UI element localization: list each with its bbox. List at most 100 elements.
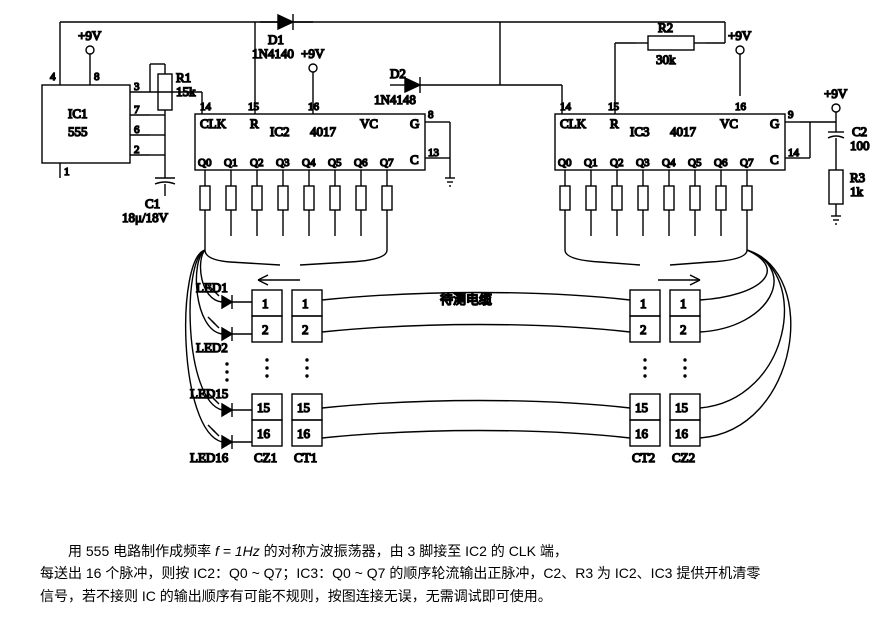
ic3-vc: VC xyxy=(720,116,738,131)
d2-val: 1N4148 xyxy=(374,92,416,107)
d2-ref: D2 xyxy=(390,66,406,81)
r2-resistor xyxy=(636,36,706,50)
cap-1a: 用 555 电路制作成频率 xyxy=(68,543,215,559)
ic2-clk-n: 14 xyxy=(200,101,212,113)
ic3-part: 4017 xyxy=(670,124,697,139)
svg-text:16: 16 xyxy=(297,426,311,441)
ic1-pin1: 1 xyxy=(64,166,70,178)
svg-text:Q7: Q7 xyxy=(740,157,754,169)
ct2-lbl: CT2 xyxy=(632,450,655,465)
svg-text:Q3: Q3 xyxy=(636,157,650,169)
cap-3: 信号，若不接则 IC 的输出顺序有可能不规则，按图连接无误，无需调试即可使用。 xyxy=(40,585,860,607)
ic2-part: 4017 xyxy=(310,124,337,139)
ic2-g: G xyxy=(410,116,419,131)
r2-val: 30k xyxy=(656,52,676,67)
ic3-vc-n: 16 xyxy=(735,101,747,113)
r3-val: 1k xyxy=(850,184,864,199)
svg-text:Q5: Q5 xyxy=(688,157,702,169)
ic3-c-n: 14 xyxy=(788,147,800,159)
ic2-ref: IC2 xyxy=(270,124,290,139)
svg-text:Q1: Q1 xyxy=(224,157,237,169)
ct1: 1 2 15 16 xyxy=(292,290,322,446)
svg-text:2: 2 xyxy=(640,322,647,337)
svg-text:15: 15 xyxy=(297,400,310,415)
svg-text:Q4: Q4 xyxy=(302,157,316,169)
ic3-vcc: +9V xyxy=(728,28,752,43)
svg-text:Q5: Q5 xyxy=(328,157,342,169)
led15: LED15 xyxy=(190,386,228,401)
ic1-part: 555 xyxy=(68,124,88,139)
svg-text:Q2: Q2 xyxy=(250,157,263,169)
c2-val: 100 xyxy=(850,138,870,153)
r3-resistor xyxy=(829,158,843,224)
ic3-outputs: Q0 Q1 Q2 Q3 Q4 Q5 Q6 Q7 xyxy=(558,157,754,186)
cz1-lbl: CZ1 xyxy=(254,450,277,465)
ic2-r-n: 15 xyxy=(248,101,260,113)
d1-ref: D1 xyxy=(268,32,284,47)
ct1-lbl: CT1 xyxy=(294,450,317,465)
svg-text:Q6: Q6 xyxy=(714,157,728,169)
ic2-clk: CLK xyxy=(200,116,227,131)
d1-val: 1N4140 xyxy=(252,46,294,61)
cap-1b: 的对称方波振荡器，由 3 脚接至 IC2 的 CLK 端， xyxy=(264,543,568,559)
ic3-clk: CLK xyxy=(560,116,587,131)
r3-ref: R3 xyxy=(850,170,865,185)
ic3-c-lbl: C xyxy=(770,152,779,167)
ic1-pin7: 7 xyxy=(134,104,140,116)
c1-cap xyxy=(155,170,175,196)
svg-text:16: 16 xyxy=(675,426,689,441)
ic1-ref: IC1 xyxy=(68,106,88,121)
ic3-ref: IC3 xyxy=(630,124,650,139)
ic2-vcc: +9V xyxy=(301,46,325,61)
ic2-vc: VC xyxy=(360,116,378,131)
svg-text:Q0: Q0 xyxy=(558,157,572,169)
ic3-g-n: 9 xyxy=(788,109,794,121)
ic2-c-n: 13 xyxy=(428,147,440,159)
svg-text:2: 2 xyxy=(302,322,309,337)
r1-ref: R1 xyxy=(176,70,191,85)
svg-text:1: 1 xyxy=(680,296,687,311)
svg-text:16: 16 xyxy=(257,426,271,441)
svg-text:Q1: Q1 xyxy=(584,157,597,169)
svg-text:15: 15 xyxy=(635,400,648,415)
led16: LED16 xyxy=(190,450,229,465)
c1-ref: C1 xyxy=(145,196,160,211)
circuit-diagram: IC1 555 4 8 3 7 6 2 1 +9V D1 1N4140 xyxy=(0,0,893,540)
ic1-pin2: 2 xyxy=(134,144,140,156)
svg-text:16: 16 xyxy=(635,426,649,441)
ic2-g-n: 8 xyxy=(428,109,434,121)
svg-text:1: 1 xyxy=(262,296,269,311)
caption: 用 555 电路制作成频率 f = 1Hz 的对称方波振荡器，由 3 脚接至 I… xyxy=(40,540,860,607)
r2-ref: R2 xyxy=(658,20,673,35)
led1: LED1 xyxy=(196,280,228,295)
led2: LED2 xyxy=(196,340,228,355)
ic3-g: G xyxy=(770,116,779,131)
ic3-output-resistors xyxy=(560,186,752,236)
ic1-pin4: 4 xyxy=(50,71,56,83)
svg-text:2: 2 xyxy=(262,322,269,337)
ic1-pin3: 3 xyxy=(134,81,140,93)
ic3-r-n: 15 xyxy=(608,101,620,113)
ic3-r: R xyxy=(610,116,619,131)
svg-text:1: 1 xyxy=(302,296,309,311)
d1-diode xyxy=(260,14,313,30)
ic2-c: C xyxy=(410,152,419,167)
svg-text:1: 1 xyxy=(640,296,647,311)
svg-text:Q2: Q2 xyxy=(610,157,623,169)
ic2-r: R xyxy=(250,116,259,131)
ic1-pin8: 8 xyxy=(94,71,100,83)
svg-text:Q4: Q4 xyxy=(662,157,676,169)
cz2-lbl: CZ2 xyxy=(672,450,695,465)
cable-label: 待测电缆 xyxy=(440,292,492,307)
c2-ref: C2 xyxy=(852,124,867,139)
c1-val: 18μ/18V xyxy=(122,210,169,225)
cap-2: 每送出 16 个脉冲，则按 IC2：Q0 ~ Q7；IC3：Q0 ~ Q7 的顺… xyxy=(40,562,860,584)
c2-cap xyxy=(828,132,844,158)
ic1-pin6: 6 xyxy=(134,124,140,136)
ic2-output-resistors xyxy=(200,186,392,236)
ic1-vcc: +9V xyxy=(78,28,102,43)
ic2-vc-n: 16 xyxy=(308,101,320,113)
svg-text:15: 15 xyxy=(257,400,270,415)
cap-freq: f = 1Hz xyxy=(215,543,260,559)
svg-text:15: 15 xyxy=(675,400,688,415)
